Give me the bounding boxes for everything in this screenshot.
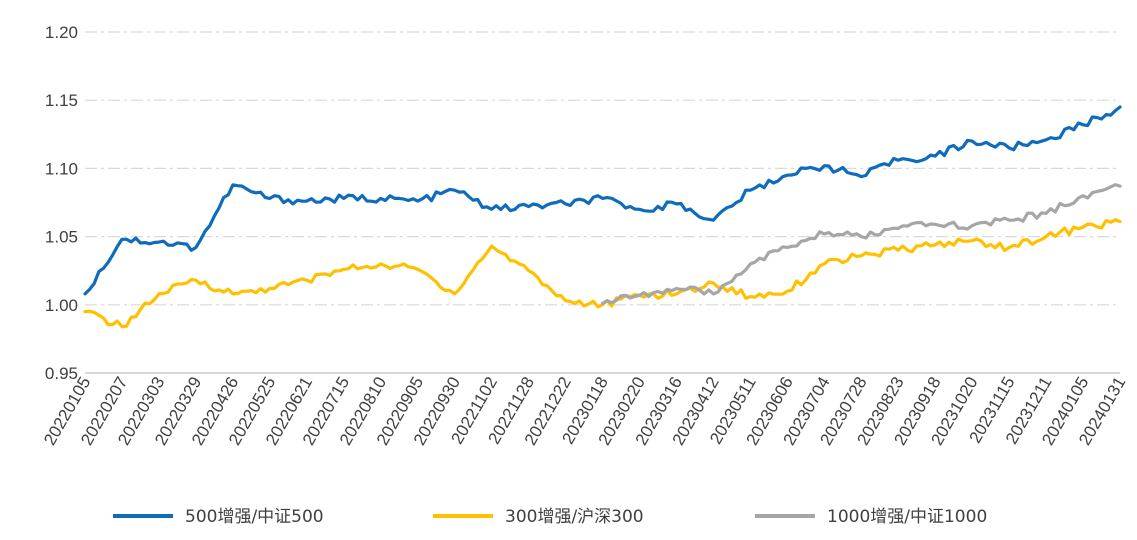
legend-label: 500增强/中证500	[185, 507, 324, 527]
y-tick-label: 0.95	[45, 364, 78, 383]
legend-label: 300增强/沪深300	[505, 507, 644, 527]
y-tick-label: 1.00	[45, 296, 78, 315]
legend-label: 1000增强/中证1000	[827, 507, 987, 527]
y-axis: 0.95 1.00 1.05 1.10 1.15 1.20	[45, 23, 78, 383]
y-tick-label: 1.20	[45, 23, 78, 42]
series-line-1	[83, 105, 1122, 296]
y-tick-label: 1.05	[45, 228, 78, 247]
gridlines	[85, 31, 1120, 306]
y-tick-label: 1.15	[45, 91, 78, 110]
x-axis: 2022010520220207202203032022032920220426…	[40, 373, 1129, 448]
series-line-2	[83, 218, 1122, 329]
y-tick-label: 1.10	[45, 159, 78, 178]
series-lines	[83, 105, 1122, 329]
series-line-3	[600, 183, 1122, 305]
legend: 500增强/中证500 300增强/沪深300 1000增强/中证1000	[113, 507, 987, 527]
